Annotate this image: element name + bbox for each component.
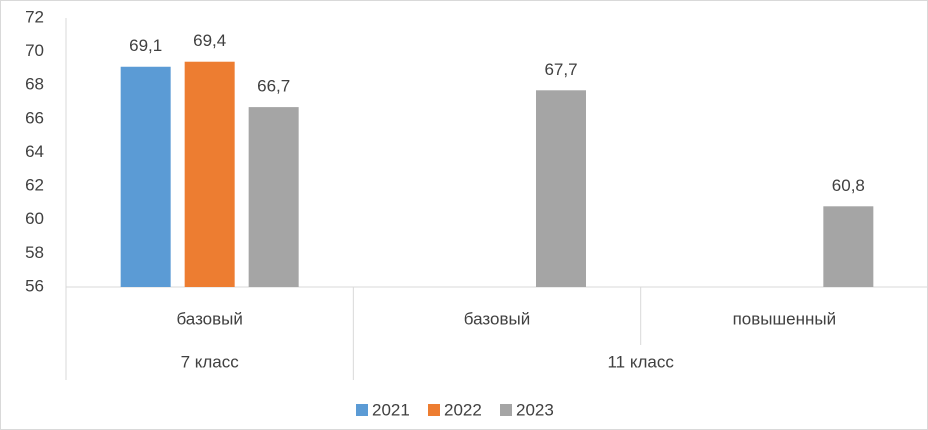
legend-label: 2022 [444, 400, 482, 419]
group-label: 7 класс [181, 352, 240, 371]
bar [248, 107, 299, 287]
y-tick-label: 72 [25, 7, 44, 26]
y-tick-label: 68 [25, 75, 44, 94]
legend-swatch [428, 404, 440, 416]
y-tick-label: 66 [25, 108, 44, 127]
y-tick-label: 64 [25, 142, 44, 161]
legend-label: 2023 [516, 400, 554, 419]
data-label: 69,4 [193, 31, 226, 50]
y-tick-label: 60 [25, 209, 44, 228]
data-label: 60,8 [832, 176, 865, 195]
group-label: 11 класс [607, 352, 674, 371]
y-tick-label: 70 [25, 41, 44, 60]
bar [120, 66, 171, 287]
legend-label: 2021 [372, 400, 410, 419]
y-tick-label: 62 [25, 176, 44, 195]
bar [184, 61, 235, 288]
bar [823, 206, 874, 287]
data-label: 66,7 [257, 77, 290, 96]
data-label: 67,7 [544, 60, 577, 79]
y-tick-label: 58 [25, 243, 44, 262]
x-tick-label: базовый [464, 309, 530, 328]
y-tick-label: 56 [25, 276, 44, 295]
legend-swatch [500, 404, 512, 416]
bar [536, 90, 586, 287]
x-tick-label: повышенный [733, 309, 837, 328]
data-label: 69,1 [129, 36, 162, 55]
x-tick-label: базовый [176, 309, 242, 328]
legend-swatch [356, 404, 368, 416]
